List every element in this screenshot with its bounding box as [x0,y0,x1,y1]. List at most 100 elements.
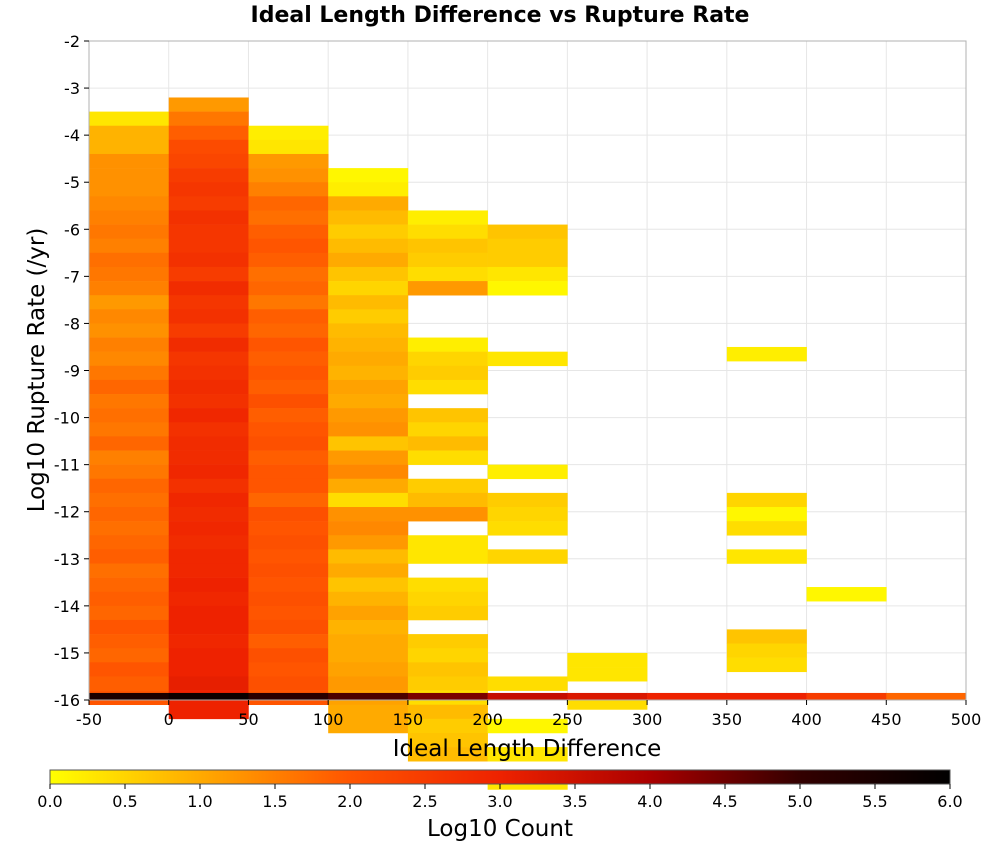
heatmap-cell [168,521,249,536]
heatmap-cell [248,139,329,155]
heatmap-cell [89,662,170,677]
heatmap-cell [168,266,249,282]
heatmap-cell [407,662,488,677]
heatmap-cell [89,252,170,268]
heatmap-cell [89,492,170,508]
heatmap-cell [407,704,488,720]
heatmap-cell [487,238,568,254]
heatmap-cell [168,662,249,677]
heatmap-cell [89,521,170,536]
colorbar-tick-label: 3.0 [487,792,512,811]
heatmap-cell [168,111,249,127]
y-tick-label: -8 [64,314,80,333]
heatmap-cell [248,563,329,578]
heatmap-cell [328,238,409,254]
heatmap-cell [407,492,488,508]
y-tick-label: -12 [54,503,80,522]
heatmap-cell [328,323,409,338]
heatmap-cell [407,351,488,367]
colorbar-tick-label: 5.0 [787,792,812,811]
heatmap-cell [328,549,409,564]
heatmap-cell [328,464,409,480]
heatmap-cell [487,521,568,536]
heatmap-cell [328,337,409,352]
heatmap-cell [328,295,409,310]
heatmap-cell [248,634,329,649]
heatmap-cell [407,478,488,494]
heatmap-cell [248,492,329,508]
heatmap-cell [328,252,409,268]
colorbar-label: Log10 Count [427,816,573,842]
colorbar-tick-label: 6.0 [937,792,962,811]
heatmap-cell [168,238,249,254]
y-tick-label: -2 [64,32,80,51]
heatmap-cell [248,521,329,536]
x-tick-label: 50 [238,710,258,729]
heatmap-cell [248,210,329,225]
colorbar-tick-label: 3.5 [562,792,587,811]
heatmap-cell [328,450,409,465]
heatmap-cell [328,521,409,536]
heatmap-cell [168,168,249,183]
heatmap-cell [248,224,329,239]
heatmap-cell [89,422,170,437]
heatmap-cell [89,563,170,578]
heatmap-cell [89,309,170,324]
heatmap-cell [248,125,329,141]
heatmap-cell [647,692,728,700]
heatmap-cell [487,464,568,480]
heatmap-cell [89,238,170,254]
heatmap-cell [89,224,170,239]
heatmap-cell [168,648,249,663]
y-tick-label: -11 [54,456,80,475]
heatmap-cell [248,408,329,423]
x-tick-label: 150 [393,710,424,729]
heatmap-cell [248,252,329,268]
heatmap-cell [248,266,329,282]
heatmap-cell [407,422,488,437]
heatmap-cell [407,365,488,381]
heatmap-cell [726,629,807,644]
y-axis-ticks: -2 -3 -4 -5 -6 -7 -8 -9 -10 -11 -12 -13 -14 -15 -16 [54,32,89,710]
heatmap-cell [89,591,170,607]
heatmap-cell [168,337,249,352]
x-axis-ticks: -50 0 50 100 150 200 250 300 350 400 450 500 [76,700,981,729]
heatmap-cell [328,591,409,607]
heatmap-cell [487,676,568,691]
heatmap-cell [248,577,329,593]
heatmap-cell [248,450,329,465]
heatmap-cell [328,408,409,423]
heatmap-cell [567,692,648,700]
heatmap-cell [407,224,488,239]
heatmap-cell [168,281,249,296]
heatmap-cell [168,125,249,141]
heatmap-cell [89,168,170,183]
heatmap-cell [168,323,249,338]
heatmap-cell [248,182,329,197]
heatmap-cell [328,196,409,211]
heatmap-cell [328,692,409,700]
heatmap-cell [248,478,329,494]
y-tick-label: -16 [54,691,80,710]
heatmap-cell [407,337,488,352]
heatmap-cell [567,652,648,668]
heatmap-cell [886,692,967,700]
heatmap-cell [89,295,170,310]
heatmap-cell [168,464,249,480]
heatmap-cell [168,139,249,155]
heatmap-cell [487,281,568,296]
heatmap-cell [328,309,409,324]
heatmap-cell [168,252,249,268]
heatmap-cell [168,153,249,169]
heatmap-cell [248,323,329,338]
heatmap-cell [168,692,249,700]
heatmap-cell [168,224,249,239]
heatmap-cell [248,351,329,367]
heatmap-cell [168,704,249,720]
heatmap-cell [248,535,329,550]
heatmap-cell [168,379,249,395]
heatmap-cell [89,125,170,141]
heatmap-cell [726,492,807,508]
heatmap-cell [328,648,409,663]
heatmap-cell [328,478,409,494]
